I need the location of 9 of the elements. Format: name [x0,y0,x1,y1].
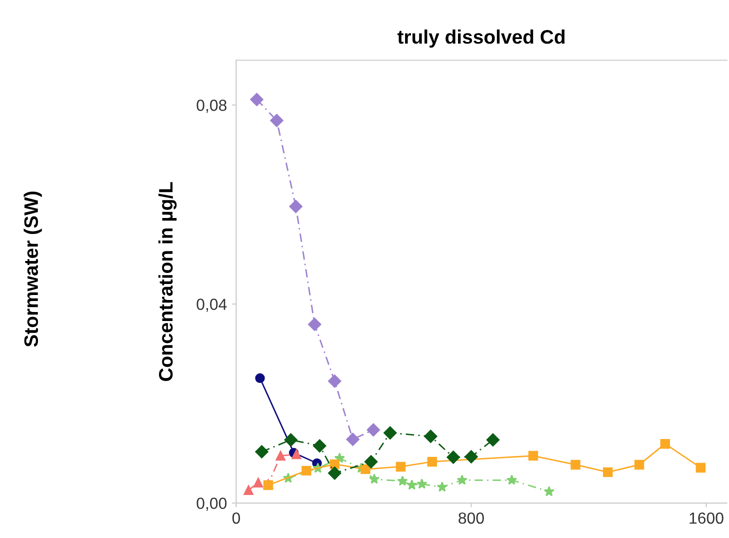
y-axis-title: Concentration in µg/L [158,182,177,381]
x-tick-label: 0 [232,512,240,524]
y-tick-label: 0,08 [196,100,226,113]
x-tick-label: 1600 [690,512,724,524]
chart-title: truly dissolved Cd [397,30,565,48]
text: Stormwater (SW) [24,192,42,347]
x-tick-label: 800 [458,512,484,524]
y-tick-label: 0,04 [196,298,227,312]
y-tick-label: 0,00 [196,498,227,511]
